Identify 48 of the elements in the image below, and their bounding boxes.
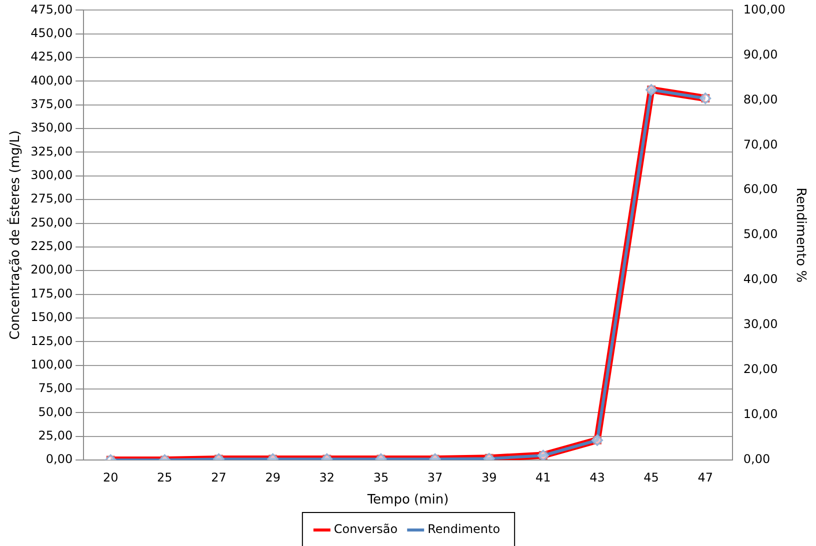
- y-tick-label: 100,00: [30, 357, 73, 372]
- y-tick-label: 450,00: [30, 26, 73, 40]
- y-tick-label: 375,00: [30, 97, 73, 112]
- x-tick-label: 35: [373, 470, 389, 484]
- x-tick-label: 41: [536, 470, 551, 484]
- y-axis-title: Concentração de Ésteres (mg/L): [6, 130, 24, 340]
- y-tick-label: 425,00: [30, 50, 73, 64]
- y-tick-label: 75,00: [38, 381, 73, 396]
- y-tick-label: 325,00: [30, 144, 73, 158]
- x-tick-label: 20: [102, 470, 118, 484]
- x-tick-label: 29: [265, 470, 280, 484]
- y-tick-label: 150,00: [30, 310, 73, 324]
- y-tick-label: 125,00: [30, 334, 73, 348]
- x-tick-label: 39: [481, 470, 497, 484]
- y-tick-label: 50,00: [38, 404, 73, 419]
- y2-tick-label: 70,00: [743, 137, 778, 152]
- y-tick-label: 250,00: [30, 215, 73, 230]
- legend-label: Rendimento: [428, 522, 500, 536]
- x-tick-label: 47: [698, 470, 714, 484]
- x-tick-label: 32: [319, 470, 335, 484]
- y2-tick-label: 0,00: [743, 452, 770, 466]
- y-tick-label: 300,00: [30, 168, 73, 182]
- y2-tick-label: 90,00: [743, 47, 778, 62]
- y-tick-label: 225,00: [30, 239, 73, 254]
- x-tick-label: 25: [157, 470, 172, 484]
- y2-tick-label: 20,00: [743, 362, 778, 376]
- y2-tick-label: 50,00: [743, 227, 778, 242]
- y-tick-label: 350,00: [30, 120, 73, 135]
- x-tick-label: 27: [211, 470, 226, 484]
- y-tick-label: 275,00: [30, 192, 73, 206]
- x-tick-label: 45: [644, 470, 659, 484]
- y2-tick-label: 100,00: [743, 2, 786, 16]
- y-tick-label: 400,00: [30, 73, 73, 88]
- y-tick-label: 25,00: [38, 428, 73, 442]
- legend-label: Conversão: [334, 522, 398, 536]
- y2-tick-label: 40,00: [743, 272, 778, 286]
- x-tick-label: 43: [590, 470, 605, 484]
- y-tick-label: 200,00: [30, 262, 73, 277]
- y2-tick-label: 80,00: [743, 92, 778, 106]
- y2-tick-label: 10,00: [743, 407, 778, 422]
- x-axis-title: Tempo (min): [366, 492, 449, 508]
- y2-axis-title: Rendimento %: [792, 188, 808, 283]
- y-tick-label: 475,00: [30, 2, 73, 16]
- y2-tick-label: 30,00: [743, 317, 778, 332]
- y-tick-label: 175,00: [30, 286, 73, 300]
- y2-tick-label: 60,00: [743, 182, 778, 196]
- y-tick-label: 0,00: [46, 452, 73, 466]
- x-tick-label: 37: [427, 470, 443, 484]
